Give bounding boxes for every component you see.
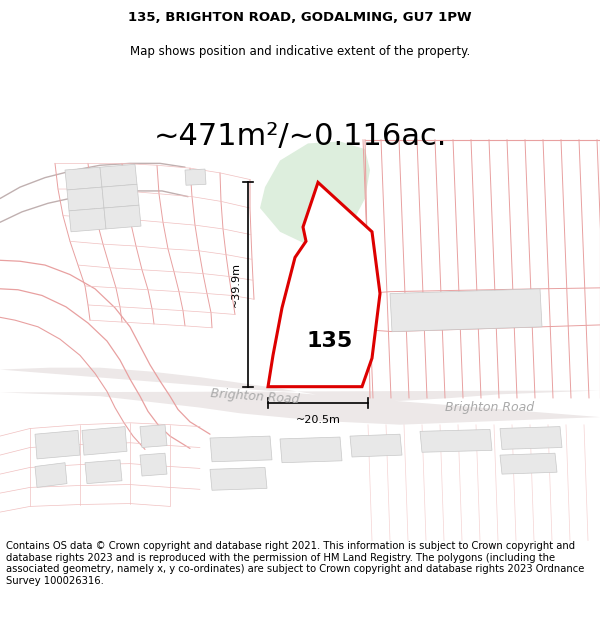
Polygon shape	[100, 164, 137, 187]
Polygon shape	[140, 425, 167, 448]
Text: 135: 135	[307, 331, 353, 351]
Text: ~39.9m: ~39.9m	[231, 262, 241, 307]
Polygon shape	[35, 431, 80, 459]
Polygon shape	[500, 427, 562, 449]
Text: Brighton Road: Brighton Road	[210, 387, 300, 406]
Text: Brighton Road: Brighton Road	[445, 401, 535, 414]
Text: ~471m²/~0.116ac.: ~471m²/~0.116ac.	[154, 122, 446, 151]
Polygon shape	[268, 182, 380, 387]
Polygon shape	[500, 453, 557, 474]
Polygon shape	[420, 429, 492, 452]
Polygon shape	[67, 187, 104, 211]
Text: Contains OS data © Crown copyright and database right 2021. This information is : Contains OS data © Crown copyright and d…	[6, 541, 584, 586]
Polygon shape	[102, 184, 139, 208]
Polygon shape	[210, 468, 267, 490]
Polygon shape	[82, 427, 127, 455]
Polygon shape	[140, 453, 167, 476]
Polygon shape	[104, 205, 141, 229]
Text: Map shows position and indicative extent of the property.: Map shows position and indicative extent…	[130, 45, 470, 58]
Polygon shape	[69, 208, 106, 232]
Polygon shape	[350, 434, 402, 457]
Polygon shape	[85, 460, 122, 484]
Polygon shape	[65, 167, 102, 190]
Polygon shape	[0, 368, 600, 425]
Text: ~20.5m: ~20.5m	[296, 415, 340, 425]
Polygon shape	[390, 289, 542, 332]
Polygon shape	[35, 462, 67, 488]
Text: 135, BRIGHTON ROAD, GODALMING, GU7 1PW: 135, BRIGHTON ROAD, GODALMING, GU7 1PW	[128, 11, 472, 24]
Polygon shape	[260, 141, 370, 246]
Polygon shape	[185, 169, 206, 185]
Polygon shape	[210, 436, 272, 462]
Polygon shape	[280, 437, 342, 462]
